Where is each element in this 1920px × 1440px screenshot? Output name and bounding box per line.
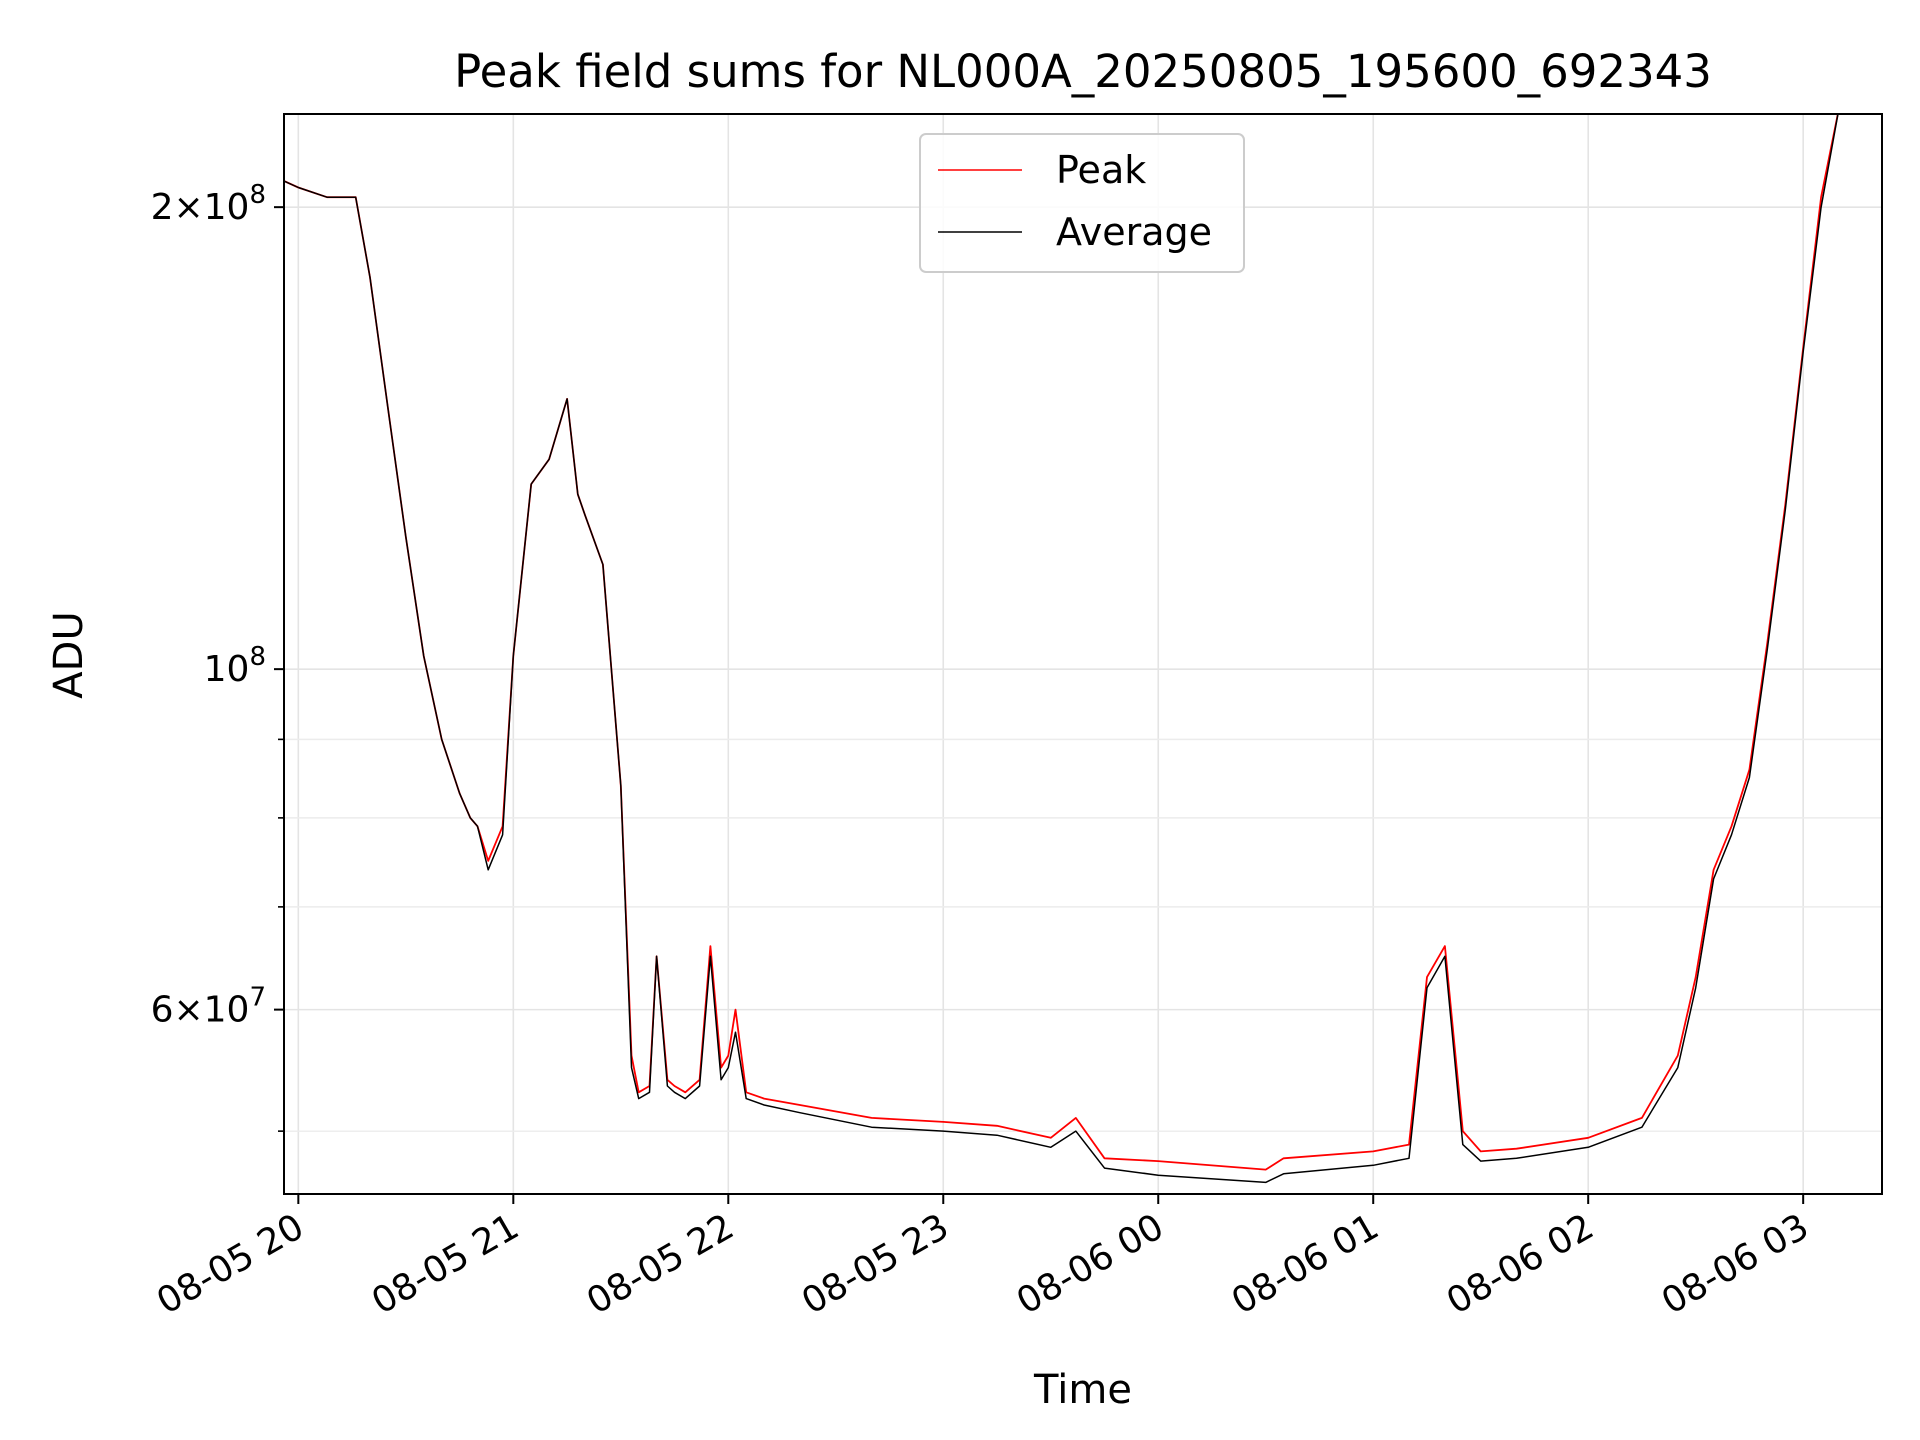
legend-label-average: Average bbox=[1056, 210, 1212, 254]
y-tick-exponent: 7 bbox=[249, 983, 266, 1013]
y-tick-label: 108 bbox=[204, 642, 266, 690]
series-line-average bbox=[284, 114, 1839, 1184]
y-tick-mantissa: 6 bbox=[151, 990, 174, 1031]
y-tick-label: 2×108 bbox=[151, 180, 266, 228]
legend-label-peak: Peak bbox=[1056, 148, 1146, 192]
series-layer bbox=[284, 114, 1839, 1184]
chart-title: Peak field sums for NL000A_20250805_1956… bbox=[454, 45, 1712, 98]
x-axis-label: Time bbox=[1033, 1367, 1132, 1413]
y-ticks: 2×108 108 6×107 bbox=[151, 180, 284, 1132]
y-tick-exponent: 8 bbox=[249, 642, 266, 672]
legend-box bbox=[919, 133, 1245, 273]
legend: Peak Average bbox=[919, 133, 1245, 273]
grid bbox=[284, 114, 1882, 1194]
y-tick-mantissa: 2 bbox=[151, 187, 174, 228]
plot-frame bbox=[283, 113, 1883, 1195]
y-axis-label: ADU bbox=[46, 611, 92, 698]
y-tick-exponent: 8 bbox=[249, 180, 266, 210]
y-tick-label: 6×107 bbox=[151, 983, 266, 1031]
